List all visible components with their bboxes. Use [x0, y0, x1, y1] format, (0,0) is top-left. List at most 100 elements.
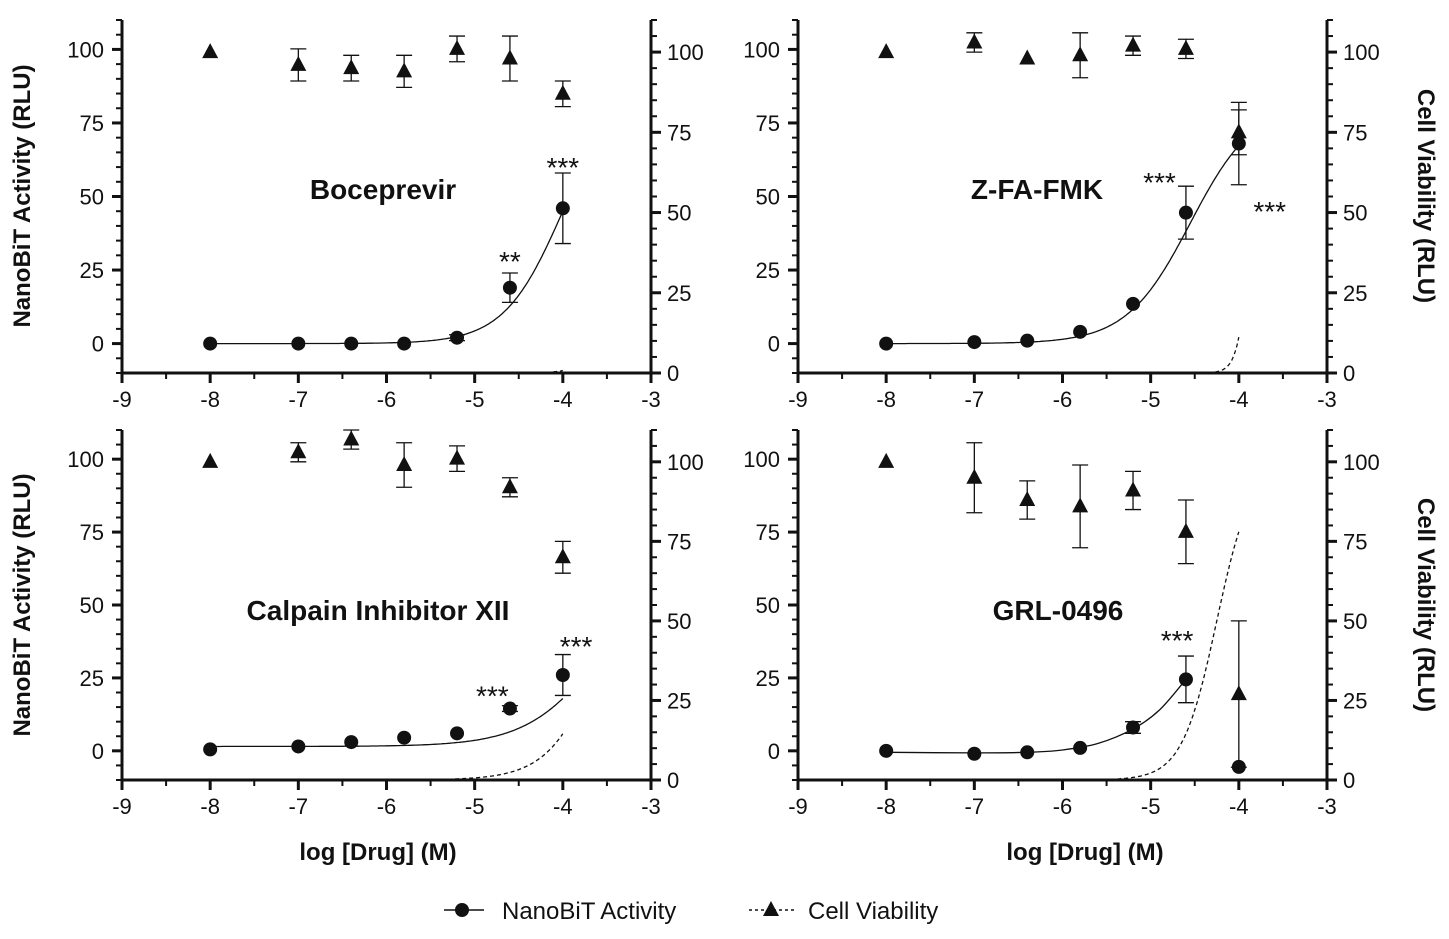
left-y-tick-label: 100 — [67, 37, 104, 62]
viability-point — [290, 55, 307, 71]
nanobit-point — [344, 336, 359, 351]
right-y-tick-label: 50 — [667, 201, 691, 226]
x-tick-label: -5 — [1141, 387, 1161, 412]
viability-point — [878, 43, 895, 59]
x-tick-label: -4 — [1229, 794, 1249, 819]
significance-marker: *** — [476, 680, 509, 711]
chart-panel-grl-0496: GRL-0496 Cell Viability (RLU) log [Drug]… — [743, 429, 1439, 866]
viability-fit-curve — [886, 336, 1240, 374]
left-y-tick-label: 50 — [80, 593, 104, 618]
left-y-tick-label: 0 — [768, 739, 780, 764]
viability-fit-curve — [886, 531, 1240, 781]
viability-point — [343, 59, 360, 75]
right-y-tick-label: 0 — [667, 768, 679, 793]
nanobit-point — [555, 668, 570, 682]
right-y-tick-label: 50 — [1343, 609, 1367, 634]
x-axis-title: log [Drug] (M) — [299, 839, 456, 866]
left-y-tick-label: 50 — [756, 185, 780, 210]
x-tick-label: -5 — [465, 387, 485, 412]
nanobit-point — [1020, 333, 1035, 348]
nanobit-point — [344, 735, 359, 750]
legend-marker-triangle — [763, 901, 779, 916]
panel-title: Calpain Inhibitor XII — [247, 595, 510, 626]
right-y-tick-label: 0 — [1343, 768, 1355, 793]
x-tick-label: -9 — [788, 387, 808, 412]
nanobit-point — [1178, 205, 1193, 220]
left-y-tick-label: 50 — [756, 593, 780, 618]
right-y-tick-label: 0 — [667, 361, 679, 386]
viability-point — [1177, 39, 1194, 55]
nanobit-point — [1126, 296, 1141, 311]
x-tick-label: -9 — [112, 794, 132, 819]
x-tick-label: -7 — [965, 387, 985, 412]
x-tick-label: -4 — [553, 794, 573, 819]
nanobit-point — [879, 743, 894, 758]
viability-point — [554, 548, 571, 564]
right-axis-title: Cell Viability (RLU) — [1412, 89, 1439, 303]
right-y-tick-label: 0 — [1343, 361, 1355, 386]
viability-point — [1125, 481, 1142, 497]
right-y-tick-label: 75 — [667, 120, 691, 145]
left-y-tick-label: 25 — [80, 258, 104, 283]
nanobit-point — [397, 730, 412, 745]
significance-marker: ** — [499, 246, 521, 277]
legend-label-viability: Cell Viability — [808, 898, 938, 925]
viability-point — [966, 33, 983, 49]
nanobit-point — [1178, 672, 1193, 687]
left-y-tick-label: 75 — [756, 520, 780, 545]
nanobit-point — [397, 336, 412, 351]
x-tick-label: -3 — [1317, 794, 1337, 819]
chart-panel-z-fa-fmk: Z-FA-FMK Cell Viability (RLU) -9 -8 -7 -6 -5… — [743, 19, 1439, 412]
left-y-tick-label: 75 — [80, 520, 104, 545]
right-y-tick-label: 50 — [1343, 201, 1367, 226]
right-y-tick-label: 75 — [1343, 529, 1367, 554]
x-tick-label: -4 — [553, 387, 573, 412]
nanobit-fit-curve — [210, 698, 564, 748]
viability-point — [878, 452, 895, 468]
nanobit-point — [203, 742, 218, 757]
nanobit-point — [879, 336, 894, 351]
viability-point — [1019, 49, 1036, 65]
left-y-tick-label: 25 — [756, 258, 780, 283]
x-tick-label: -6 — [377, 794, 397, 819]
panel-title: Z-FA-FMK — [971, 174, 1103, 205]
nanobit-point — [1020, 745, 1035, 760]
nanobit-point — [1126, 720, 1141, 735]
legend: NanoBiT Activity Cell Viability — [444, 898, 938, 925]
x-tick-label: -9 — [788, 794, 808, 819]
right-y-tick-label: 25 — [667, 688, 691, 713]
right-y-tick-label: 75 — [667, 529, 691, 554]
right-y-tick-label: 100 — [667, 40, 704, 65]
nanobit-point — [1073, 324, 1088, 339]
nanobit-point — [203, 336, 218, 351]
nanobit-point — [967, 335, 982, 350]
viability-point — [202, 452, 219, 468]
chart-panel-calpain-inhibitor-xii: Calpain Inhibitor XII NanoBiT Activity (… — [9, 429, 704, 866]
viability-point — [343, 430, 360, 446]
viability-point — [1125, 36, 1142, 52]
nanobit-fit-curve — [210, 210, 564, 345]
x-tick-label: -5 — [465, 794, 485, 819]
x-tick-label: -8 — [200, 387, 220, 412]
panel-title: Boceprevir — [310, 174, 456, 205]
left-y-tick-label: 75 — [756, 111, 780, 136]
left-y-tick-label: 0 — [768, 332, 780, 357]
x-tick-label: -9 — [112, 387, 132, 412]
right-y-tick-label: 25 — [1343, 281, 1367, 306]
x-tick-label: -3 — [1317, 387, 1337, 412]
left-y-tick-label: 50 — [80, 185, 104, 210]
nanobit-fit-curve — [886, 145, 1240, 345]
viability-point — [554, 84, 571, 100]
left-y-tick-label: 0 — [92, 332, 104, 357]
significance-marker: *** — [560, 631, 593, 662]
viability-point — [1230, 685, 1247, 701]
x-tick-label: -6 — [1053, 794, 1073, 819]
viability-point — [966, 468, 983, 484]
legend-item-viability: Cell Viability — [749, 898, 938, 925]
x-tick-label: -6 — [377, 387, 397, 412]
right-y-tick-label: 100 — [667, 450, 704, 475]
left-y-tick-label: 25 — [80, 666, 104, 691]
viability-point — [1230, 123, 1247, 139]
x-tick-label: -8 — [200, 794, 220, 819]
left-y-tick-label: 100 — [743, 37, 780, 62]
